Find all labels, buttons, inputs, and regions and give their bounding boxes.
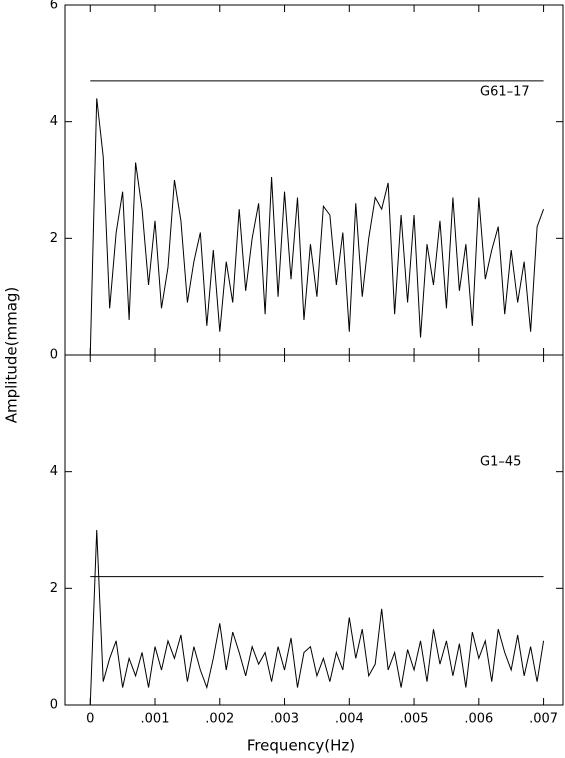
y-tick-label: 2	[50, 231, 58, 246]
y-tick-label: 6	[50, 0, 58, 13]
panel-label: G1–45	[480, 455, 521, 470]
x-tick-label: .006	[464, 712, 493, 727]
y-tick-label: 0	[50, 698, 58, 713]
x-tick-label: .004	[335, 712, 364, 727]
y-axis-label: Amplitude(mmag)	[3, 287, 21, 424]
panel-label: G61–17	[480, 85, 530, 100]
y-tick-label: 4	[50, 114, 58, 129]
y-tick-label: 4	[50, 464, 58, 479]
y-tick-label: 2	[50, 581, 58, 596]
panel-frame	[64, 354, 564, 706]
x-axis-label: Frequency(Hz)	[247, 737, 355, 755]
x-tick-label: .003	[270, 712, 299, 727]
panel-frame	[64, 4, 564, 356]
x-tick-label: .001	[141, 712, 170, 727]
x-tick-label: .007	[529, 712, 558, 727]
x-tick-label: 0	[86, 712, 94, 727]
x-tick-label: .002	[205, 712, 234, 727]
spectrum-line	[89, 529, 545, 706]
spectrum-line	[89, 98, 545, 356]
y-tick-label: 0	[50, 348, 58, 363]
x-tick-label: .005	[400, 712, 429, 727]
